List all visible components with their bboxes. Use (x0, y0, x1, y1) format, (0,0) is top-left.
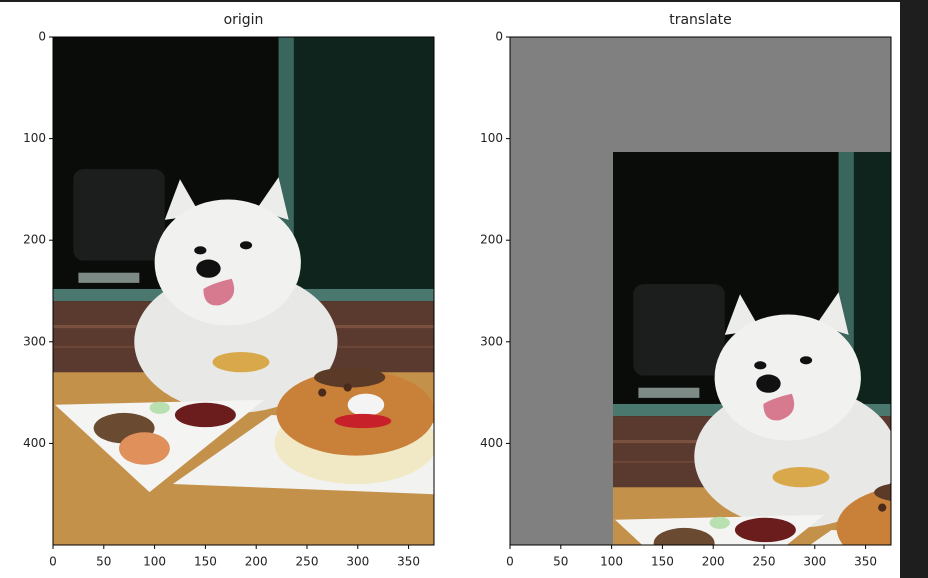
x-tick-label: 350 (397, 555, 420, 569)
x-tick-label: 0 (506, 555, 514, 569)
y-tick-label: 300 (480, 334, 503, 348)
y-tick-label: 400 (480, 436, 503, 450)
x-tick-label: 150 (194, 555, 217, 569)
image-translate (510, 37, 891, 545)
image-origin (53, 37, 434, 545)
x-tick-label: 0 (49, 555, 57, 569)
axes-title: origin (224, 12, 264, 28)
x-tick-label: 50 (553, 555, 568, 569)
x-tick-label: 100 (600, 555, 623, 569)
x-tick-label: 200 (245, 555, 268, 569)
y-tick-label: 200 (480, 233, 503, 247)
y-tick-label: 100 (480, 131, 503, 145)
axes-frame (52, 36, 435, 546)
x-tick-label: 250 (753, 555, 776, 569)
x-tick-label: 100 (143, 555, 166, 569)
x-tick-label: 350 (854, 555, 877, 569)
y-tick-label: 300 (23, 334, 46, 348)
x-tick-label: 300 (803, 555, 826, 569)
x-tick-label: 200 (702, 555, 725, 569)
y-tick-label: 0 (38, 30, 46, 44)
x-tick-label: 250 (296, 555, 319, 569)
axes-title: translate (669, 12, 732, 28)
axes-frame (509, 36, 892, 546)
x-tick-label: 50 (96, 555, 111, 569)
x-tick-label: 300 (346, 555, 369, 569)
y-tick-label: 400 (23, 436, 46, 450)
y-tick-label: 100 (23, 131, 46, 145)
x-tick-label: 150 (651, 555, 674, 569)
y-tick-label: 0 (495, 30, 503, 44)
y-tick-label: 200 (23, 233, 46, 247)
